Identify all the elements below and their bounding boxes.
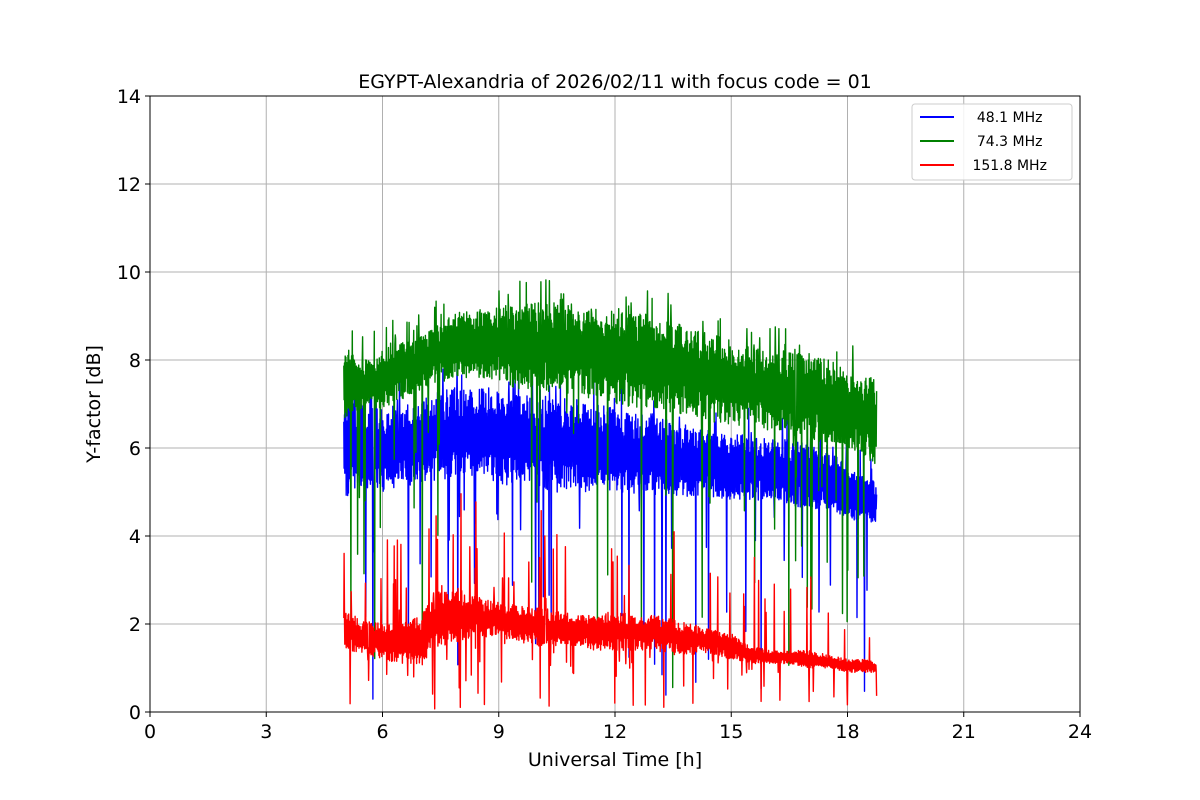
x-tick-label: 0 bbox=[144, 721, 156, 743]
series-line bbox=[343, 361, 878, 700]
plot-area bbox=[343, 279, 878, 710]
legend-label: 74.3 MHz bbox=[968, 134, 1042, 150]
x-tick-label: 21 bbox=[952, 721, 976, 743]
legend-label: 151.8 MHz bbox=[968, 158, 1047, 174]
series-line bbox=[343, 279, 878, 689]
y-tick-label: 6 bbox=[129, 438, 141, 460]
y-axis-title: Y-factor [dB] bbox=[83, 345, 105, 464]
x-tick-label: 18 bbox=[835, 721, 859, 743]
x-tick-label: 3 bbox=[260, 721, 272, 743]
legend-box bbox=[911, 103, 1073, 181]
x-tick-label: 12 bbox=[603, 721, 627, 743]
series-line bbox=[343, 493, 878, 710]
x-tick-label: 9 bbox=[493, 721, 505, 743]
x-tick-label: 6 bbox=[376, 721, 388, 743]
y-tick-label: 8 bbox=[129, 350, 141, 372]
chart-title: EGYPT-Alexandria of 2026/02/11 with focu… bbox=[358, 71, 872, 93]
x-tick-label: 15 bbox=[719, 721, 743, 743]
y-tick-label: 14 bbox=[117, 86, 141, 108]
y-tick-label: 2 bbox=[129, 614, 141, 636]
y-tick-label: 4 bbox=[129, 526, 141, 548]
y-tick-label: 10 bbox=[117, 262, 141, 284]
legend-label: 48.1 MHz bbox=[968, 110, 1042, 126]
y-tick-label: 0 bbox=[129, 702, 141, 724]
x-axis-title: Universal Time [h] bbox=[528, 749, 702, 771]
y-tick-label: 12 bbox=[117, 174, 141, 196]
legend: 48.1 MHz 74.3 MHz 151.8 MHz bbox=[911, 103, 1073, 181]
x-tick-label: 24 bbox=[1068, 721, 1092, 743]
